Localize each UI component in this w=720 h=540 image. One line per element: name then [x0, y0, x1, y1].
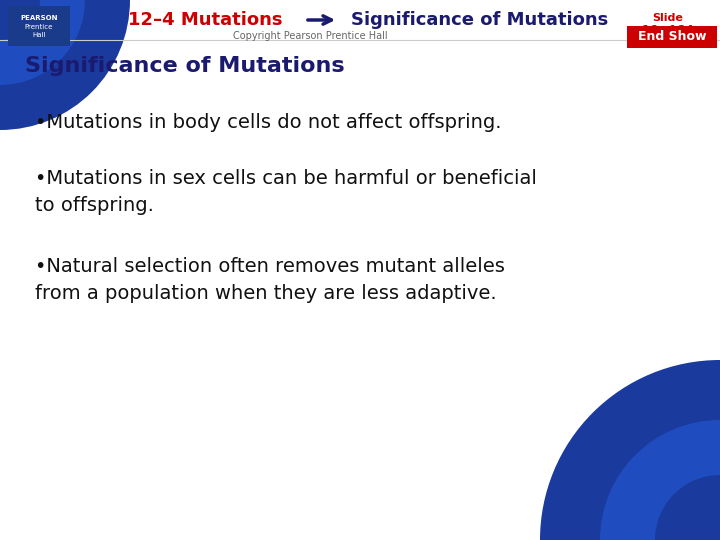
- Text: •Natural selection often removes mutant alleles
from a population when they are : •Natural selection often removes mutant …: [35, 257, 505, 303]
- Text: PEARSON: PEARSON: [20, 15, 58, 21]
- Text: Hall: Hall: [32, 32, 46, 38]
- Wedge shape: [0, 0, 130, 130]
- Bar: [627, 26, 717, 48]
- Text: 12–4 Mutations: 12–4 Mutations: [127, 11, 282, 29]
- Text: Prentice: Prentice: [24, 24, 53, 30]
- Text: •Mutations in sex cells can be harmful or beneficial
to offspring.: •Mutations in sex cells can be harmful o…: [35, 169, 537, 215]
- Wedge shape: [600, 420, 720, 540]
- Wedge shape: [0, 0, 85, 85]
- Wedge shape: [540, 360, 720, 540]
- Text: Significance of Mutations: Significance of Mutations: [351, 11, 608, 29]
- Text: Slide
16 of 24: Slide 16 of 24: [642, 13, 694, 35]
- Text: Significance of Mutations: Significance of Mutations: [25, 56, 345, 76]
- Text: Copyright Pearson Prentice Hall: Copyright Pearson Prentice Hall: [233, 31, 387, 41]
- Text: End Show: End Show: [638, 30, 706, 44]
- Text: •Mutations in body cells do not affect offspring.: •Mutations in body cells do not affect o…: [35, 112, 502, 132]
- Bar: [8, 6, 70, 46]
